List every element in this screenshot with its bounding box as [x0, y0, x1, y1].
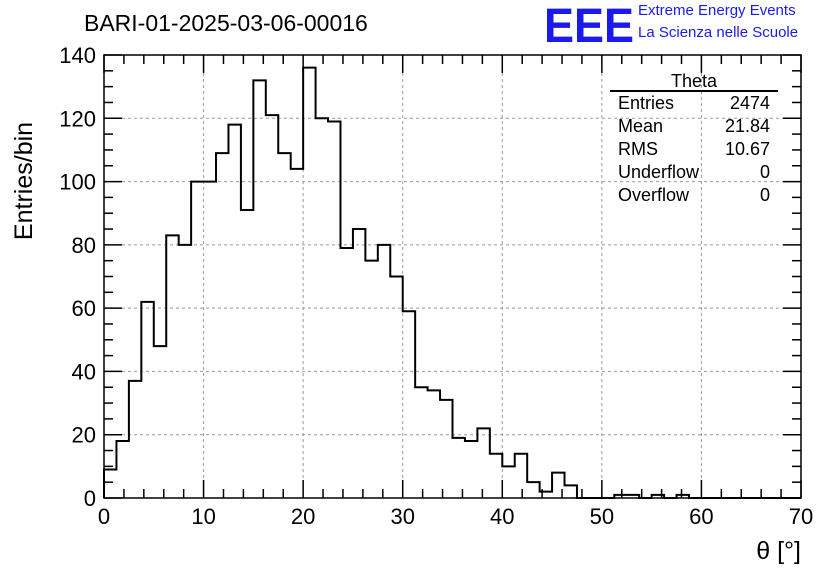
- logo-line-1: Extreme Energy Events: [638, 2, 796, 19]
- logo-line-2: La Scienza nelle Scuole: [638, 24, 799, 41]
- histogram-bin: [328, 121, 340, 498]
- y-tick-label: 80: [72, 233, 96, 258]
- histogram-bin: [228, 125, 240, 498]
- stats-label: Underflow: [618, 162, 700, 182]
- histogram-bin: [527, 482, 539, 498]
- tick-labels: 0 10 20 30 40 50 60 70 0 20 40 60 80 100 120 140: [59, 43, 813, 529]
- histogram-bin: [490, 454, 502, 498]
- histogram-bin: [440, 400, 452, 498]
- stats-value: 0: [759, 185, 770, 205]
- stats-label: Mean: [618, 116, 664, 136]
- x-tick-label: 60: [689, 504, 713, 529]
- y-tick-label: 140: [59, 43, 96, 68]
- eee-logo: EEE: [544, 0, 634, 46]
- stats-label: Overflow: [618, 185, 690, 205]
- histogram-bin: [104, 470, 116, 498]
- stats-row-mean: Mean 21.84: [610, 115, 778, 138]
- y-tick-label: 100: [59, 170, 96, 195]
- histogram-bin: [266, 115, 278, 498]
- histogram-bin: [465, 441, 477, 498]
- histogram-bin: [390, 277, 402, 499]
- histogram-bin: [515, 454, 527, 498]
- histogram-bin: [116, 441, 128, 498]
- histogram-bin: [166, 235, 178, 498]
- histogram-bin: [353, 229, 365, 498]
- stats-row-entries: Entries 2474: [610, 92, 778, 115]
- x-axis-label: θ [°]: [756, 537, 801, 565]
- x-tick-label: 50: [590, 504, 614, 529]
- x-tick-label: 30: [390, 504, 414, 529]
- y-axis-label: Entries/bin: [10, 122, 38, 240]
- histogram-bin: [253, 80, 265, 498]
- histogram-bin: [241, 210, 253, 498]
- stats-label: RMS: [618, 139, 658, 159]
- histogram-bin: [403, 311, 415, 498]
- histogram-bin: [415, 387, 427, 498]
- histogram-bin: [154, 346, 166, 498]
- histogram-bin: [129, 381, 141, 498]
- stats-row-overflow: Overflow 0: [610, 184, 778, 207]
- x-tick-label: 70: [789, 504, 813, 529]
- x-tick-label: 10: [191, 504, 215, 529]
- plot-frame: [103, 54, 802, 499]
- histogram-bin: [477, 428, 489, 498]
- stats-value: 2474: [729, 93, 770, 113]
- eee-logo-letters: EEE: [544, 0, 634, 46]
- histogram-bin: [141, 302, 153, 498]
- stats-value: 10.67: [724, 139, 770, 159]
- y-tick-label: 0: [84, 486, 96, 511]
- histogram-bin: [278, 153, 290, 498]
- y-tick-label: 120: [59, 106, 96, 131]
- x-tick-label: 0: [98, 504, 110, 529]
- axis-ticks: [103, 54, 802, 499]
- histogram-bins: [104, 68, 689, 498]
- stats-value: 0: [759, 162, 770, 182]
- x-tick-label: 40: [490, 504, 514, 529]
- histogram-bin: [303, 68, 315, 498]
- run-title: BARI-01-2025-03-06-00016: [84, 10, 368, 36]
- x-tick-label: 20: [291, 504, 315, 529]
- histogram-bin: [291, 169, 303, 498]
- stats-title: Theta: [610, 70, 778, 92]
- histogram-bin: [453, 438, 465, 498]
- stats-row-rms: RMS 10.67: [610, 138, 778, 161]
- histogram-bin: [428, 390, 440, 498]
- stats-row-underflow: Underflow 0: [610, 161, 778, 184]
- stats-value: 21.84: [724, 116, 770, 136]
- stats-label: Entries: [618, 93, 675, 113]
- y-tick-label: 40: [72, 359, 96, 384]
- histogram-bin: [340, 248, 352, 498]
- histogram-bin: [365, 261, 377, 498]
- histogram-bin: [565, 485, 577, 498]
- y-tick-label: 20: [72, 423, 96, 448]
- stats-box: Theta Entries 2474 Mean 21.84 RMS 10.67 …: [610, 70, 778, 207]
- histogram-bin: [191, 182, 203, 498]
- histogram-bin: [204, 182, 216, 498]
- histogram-bin: [216, 153, 228, 498]
- histogram-bin: [502, 466, 514, 498]
- y-tick-label: 60: [72, 296, 96, 321]
